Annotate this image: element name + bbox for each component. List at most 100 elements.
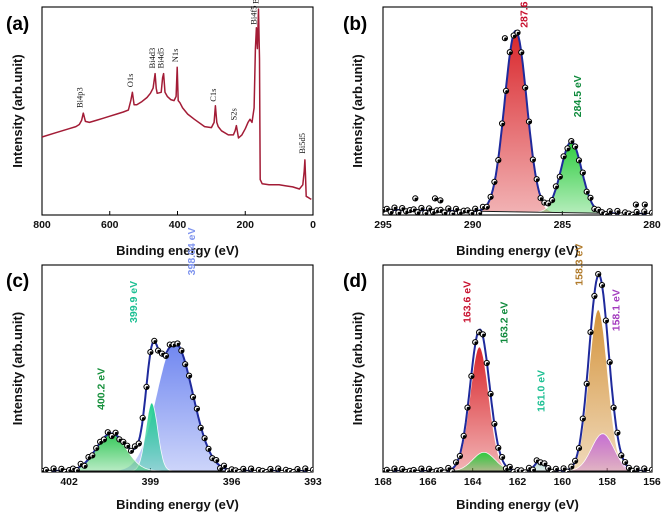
panel-label: (a) [6,14,29,35]
data-point-shade [76,469,80,472]
data-point-shade [393,206,397,210]
data-point-shade [624,461,628,465]
data-point-shade [281,472,284,475]
x-tick-label: 400 [169,219,187,231]
data-point-shade [49,472,52,475]
x-tick-label: 166 [419,476,437,488]
data-point-shade [497,447,501,451]
data-point-shade [501,122,505,126]
data-point-shade [397,211,401,215]
data-point-shade [443,211,447,215]
y-axis-title: Intensity (arb.unit) [350,54,365,167]
x-tick-label: 399 [142,476,160,488]
x-tick-label: 156 [643,476,661,488]
data-point-shade [574,460,578,464]
peak-label: 158.3 eV [574,244,586,286]
panel-label: (d) [343,271,367,292]
data-point-shade [524,471,528,472]
data-point-shade [196,407,200,412]
data-point [271,470,278,472]
data-point-shade [597,273,601,277]
data-point-shade [141,417,146,421]
data-point-shade [130,450,134,454]
panel-a: 800 600 400 200 0 Binding energy (eV) Intensit… [6,0,316,258]
x-tick-label: 393 [304,476,322,488]
data-point [414,469,421,472]
data-point [244,470,250,472]
data-point-shade [308,472,311,475]
x-tick-label: 162 [509,476,527,488]
plot-area [42,337,313,476]
panel-c: 402 399 396 393 Binding energy (eV) Intensity… [6,227,322,512]
y-axis-title: Intensity (arb.unit) [10,54,25,167]
data-point-shade [651,469,652,472]
data-point-shade [451,470,455,472]
plot-frame [382,6,653,216]
data-point-shade [539,197,544,201]
x-tick-label: 285 [554,219,572,231]
panel-label: (b) [343,14,367,35]
x-tick-label: 168 [374,476,392,488]
data-point [422,470,429,472]
fit-component-0 [383,30,652,215]
data-point [637,213,644,215]
peak-annotation: C1s [208,89,218,102]
data-point-shade [509,466,513,470]
data-point-shade [107,431,111,435]
data-point-shade [570,140,574,144]
data-point-shade [122,441,126,445]
data-point-shade [474,207,478,212]
data-point-shade [555,468,559,472]
x-axis-title: Binding energy (eV) [456,497,579,512]
data-point-shade [149,351,153,355]
data-point-shade [393,467,397,471]
data-point-shade [647,215,650,218]
peak-annotation: Bi5d5 [297,133,307,154]
data-point-shade [52,467,57,471]
peak-annotation: O1s [125,73,135,87]
data-point-shade [199,427,204,431]
data-point-shade [644,203,648,207]
data-point-shade [505,90,509,94]
panel-d: 168 166 164 162 160 158 156 Binding energy (eV)… [343,244,661,512]
data-point-shade [524,86,528,90]
data-point-shade [293,471,296,472]
data-point-shade [520,51,524,55]
peak-label: 163.6 eV [461,281,473,323]
data-point-shade [559,175,563,180]
data-point-shade [91,454,95,458]
data-point-shade [582,417,586,421]
data-point-shade [635,467,640,471]
peak-label: 163.2 eV [498,302,510,344]
data-point-shade [312,469,313,472]
data-point-shade [110,435,115,439]
data-point-shade [414,197,418,201]
data-point-shade [608,210,613,214]
data-point-shade [134,445,138,449]
data-point-shade [274,473,277,476]
data-point-shade [566,147,570,151]
y-axis-title: Intensity (arb.unit) [10,312,25,425]
data-point-shade [296,468,300,472]
data-point-shade [593,295,597,299]
data-point-shade [184,363,188,367]
peak-label: 398.04 eV [186,227,198,275]
x-tick-label: 396 [223,476,241,488]
data-point-shade [651,212,652,215]
plot-area [383,29,652,218]
data-point-shade [504,37,508,41]
peak-label: 158.1 eV [610,289,622,331]
peak-annotation: N1s [170,49,180,63]
data-point-shade [223,464,227,469]
data-point-shade [643,467,647,471]
data-point-shade [493,181,497,185]
data-point-shade [192,396,196,400]
peak-label: 161.0 eV [535,370,547,412]
data-point-shade [605,319,609,323]
data-point-shade [424,212,428,215]
data-point-shade [444,471,447,472]
data-point-shade [304,467,308,471]
x-tick-label: 800 [33,219,51,231]
data-point-shade [470,212,474,215]
